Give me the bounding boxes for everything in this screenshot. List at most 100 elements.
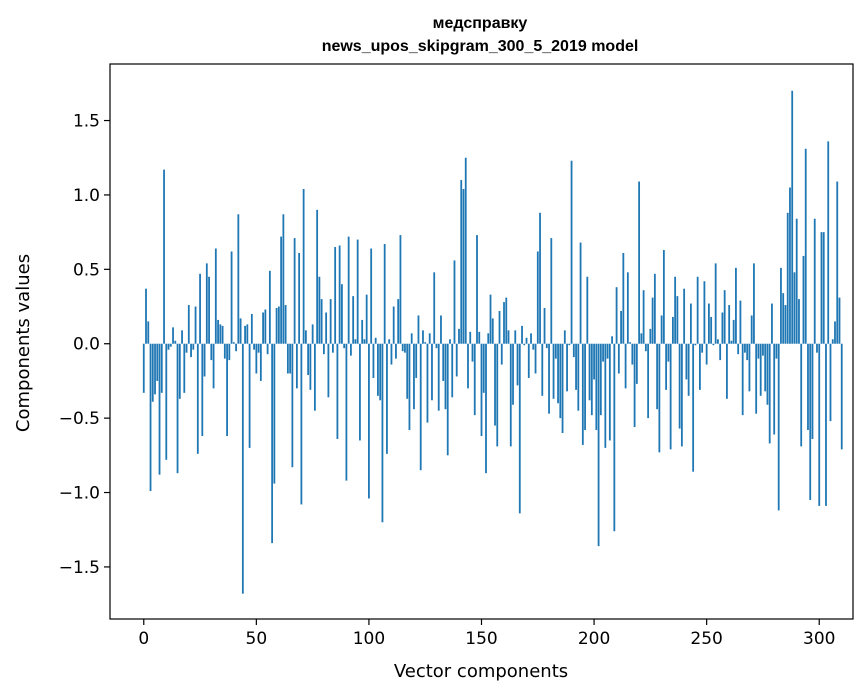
- bar-74: [309, 343, 312, 390]
- bar-30: [210, 343, 213, 361]
- bar-39: [230, 251, 233, 344]
- bar-202: [597, 343, 600, 547]
- bar-101: [370, 248, 373, 344]
- bar-28: [205, 263, 208, 344]
- bar-11: [167, 343, 170, 350]
- x-tick-label: 250: [690, 629, 722, 649]
- bar-65: [289, 343, 292, 374]
- bar-239: [680, 343, 683, 447]
- bar-172: [530, 333, 532, 344]
- bar-187: [563, 330, 566, 344]
- bar-285: [784, 305, 787, 344]
- bar-213: [622, 252, 625, 344]
- bar-32: [214, 248, 217, 344]
- bar-281: [775, 343, 778, 359]
- bar-34: [219, 324, 222, 344]
- bar-7: [158, 343, 161, 475]
- bar-270: [750, 315, 753, 344]
- bar-164: [512, 343, 514, 405]
- bar-31: [212, 343, 215, 389]
- bar-201: [595, 343, 598, 431]
- bar-248: [701, 343, 704, 353]
- bar-232: [665, 343, 668, 390]
- bar-44: [241, 343, 244, 594]
- bar-215: [626, 272, 629, 344]
- bar-117: [406, 343, 409, 399]
- bar-37: [226, 343, 228, 436]
- bar-159: [500, 343, 503, 365]
- bar-95: [356, 239, 359, 344]
- bar-205: [604, 343, 607, 448]
- bar-85: [334, 247, 337, 344]
- bar-4: [151, 343, 154, 402]
- bar-181: [550, 238, 553, 344]
- y-tick-label: 0.5: [73, 260, 100, 280]
- bar-5: [154, 343, 156, 395]
- bar-251: [708, 303, 710, 344]
- bar-165: [514, 330, 517, 344]
- bar-200: [593, 343, 595, 380]
- bar-158: [498, 311, 501, 344]
- bar-59: [275, 308, 278, 344]
- bar-310: [840, 343, 843, 450]
- bar-98: [363, 339, 366, 344]
- bar-273: [757, 343, 760, 359]
- bar-79: [320, 299, 323, 344]
- bar-120: [413, 343, 415, 410]
- bar-287: [789, 187, 791, 344]
- bar-56: [268, 270, 271, 344]
- x-tick-label: 200: [578, 629, 610, 649]
- bar-222: [642, 290, 645, 344]
- y-tick-label: −0.5: [59, 409, 100, 429]
- bar-223: [644, 343, 647, 352]
- bar-183: [554, 343, 557, 359]
- bar-190: [570, 160, 573, 344]
- bar-48: [250, 313, 253, 344]
- bar-156: [494, 343, 496, 426]
- bar-122: [417, 315, 420, 344]
- bar-169: [523, 343, 526, 346]
- bar-255: [717, 339, 719, 344]
- bar-210: [615, 287, 618, 344]
- bar-137: [451, 343, 454, 398]
- y-tick-label: 1.5: [73, 112, 100, 132]
- bar-10: [165, 343, 168, 460]
- bar-236: [674, 276, 677, 344]
- bar-93: [352, 296, 355, 344]
- bar-191: [572, 343, 575, 358]
- bar-146: [471, 343, 474, 362]
- bar-51: [257, 343, 260, 353]
- bar-263: [735, 267, 737, 344]
- bar-42: [237, 214, 240, 344]
- bar-26: [201, 343, 204, 436]
- bar-19: [185, 343, 188, 353]
- bar-103: [374, 337, 377, 344]
- x-axis-label: Vector components: [394, 661, 568, 682]
- bar-276: [764, 343, 767, 392]
- bar-280: [773, 343, 776, 435]
- bar-300: [818, 343, 821, 506]
- bar-291: [798, 299, 800, 344]
- bar-274: [759, 343, 762, 396]
- bar-118: [408, 343, 411, 431]
- bar-283: [780, 267, 782, 344]
- bar-304: [827, 141, 830, 344]
- bar-230: [660, 315, 663, 344]
- bar-192: [575, 343, 577, 390]
- bar-20: [187, 305, 190, 344]
- bar-16: [178, 343, 181, 399]
- y-tick-label: −1.5: [59, 558, 100, 578]
- bar-12: [169, 343, 172, 347]
- bar-60: [277, 306, 280, 344]
- bar-258: [723, 290, 726, 344]
- bar-309: [838, 297, 841, 344]
- bar-40: [232, 342, 235, 344]
- bar-91: [347, 236, 350, 344]
- bar-142: [462, 188, 465, 344]
- bar-89: [343, 343, 346, 349]
- bar-308: [836, 181, 839, 344]
- bar-157: [496, 343, 499, 447]
- bar-193: [577, 343, 580, 411]
- bar-23: [194, 306, 197, 344]
- bar-218: [633, 343, 636, 428]
